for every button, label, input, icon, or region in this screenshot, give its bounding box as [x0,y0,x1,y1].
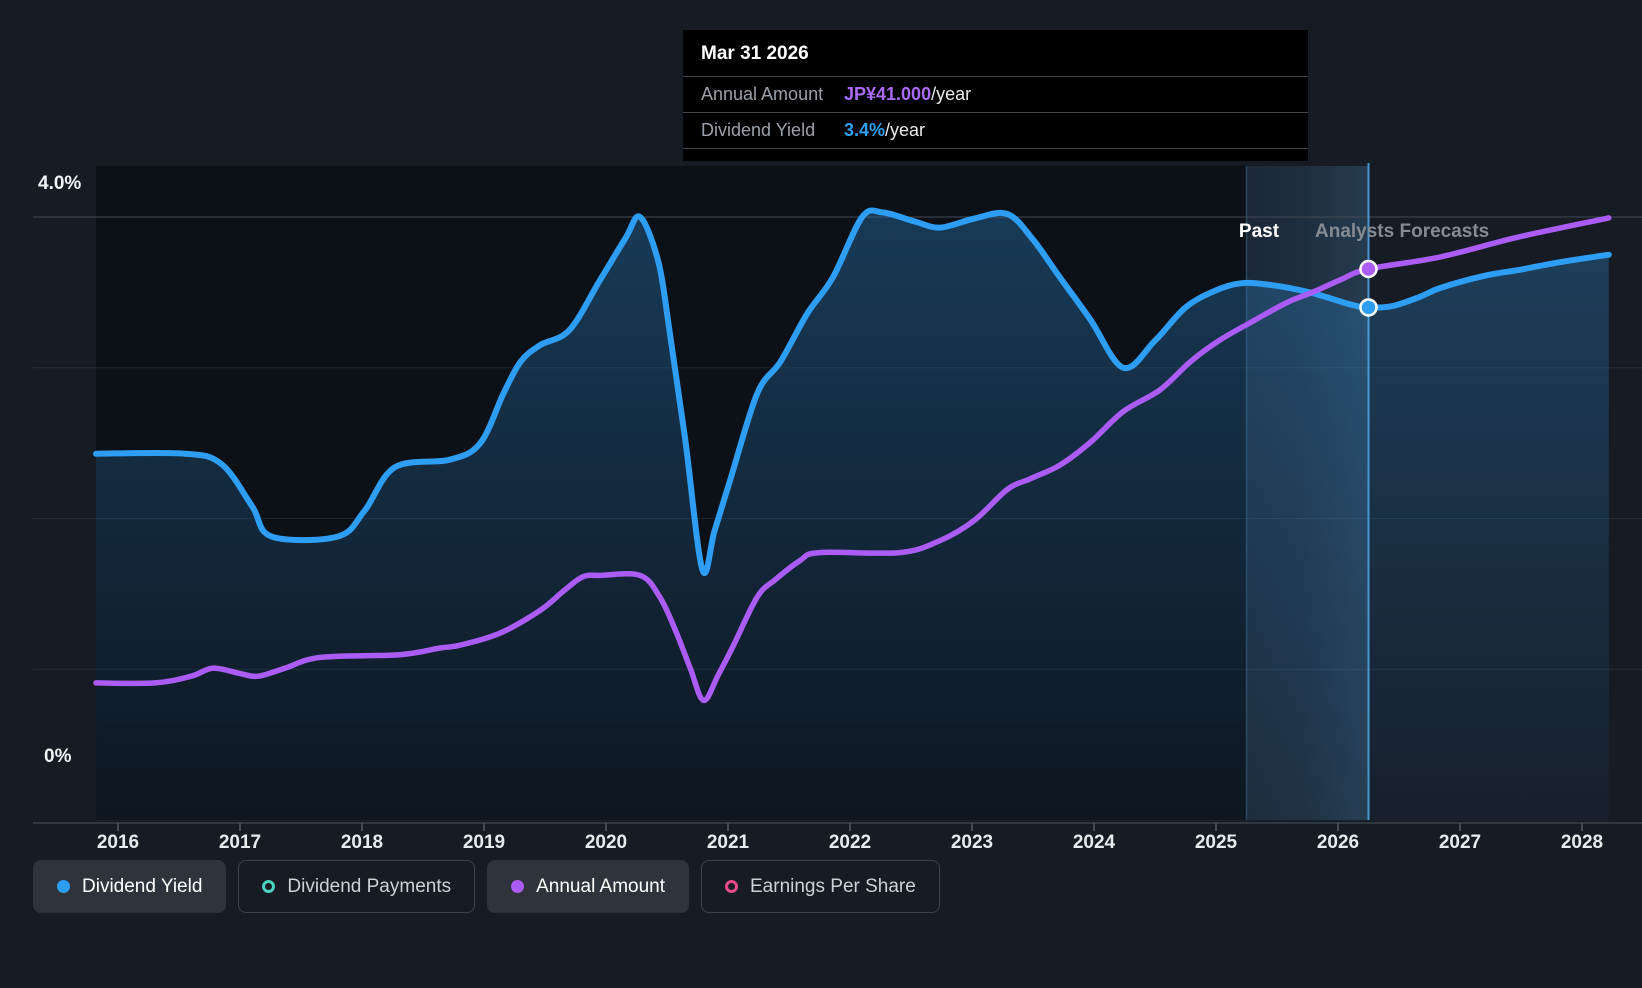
analysts-forecasts-label: Analysts Forecasts [1315,221,1490,242]
legend-item-dividend-yield[interactable]: Dividend Yield [33,860,227,913]
x-axis-label: 2026 [1317,832,1359,853]
legend-item-dividend-payments[interactable]: Dividend Payments [238,860,476,913]
past-label: Past [1238,221,1280,242]
ring-icon [725,880,738,893]
ring-icon [262,880,276,893]
legend-item-label: Dividend Yield [82,875,203,897]
filled-dot-icon [57,880,70,893]
chart-tooltip: Mar 31 2026 Annual Amount JP¥41.000/year… [683,30,1308,161]
y-axis-bottom-label: 0% [44,746,72,767]
legend-item-label: Dividend Payments [287,875,452,897]
annual-amount-line[interactable] [93,215,1612,704]
legend: Dividend Yield Dividend Payments Annual Am… [33,860,940,913]
dividend-yield-line[interactable] [93,207,1612,576]
x-axis-label: 2024 [1073,832,1116,853]
line-layer [93,207,1612,704]
tooltip-date: Mar 31 2026 [683,30,1308,77]
tooltip-row-annual-amount: Annual Amount JP¥41.000/year [683,77,1308,113]
marker-layer [1359,259,1378,317]
legend-item-label: Annual Amount [536,875,665,897]
x-axis-label: 2023 [951,832,993,853]
tooltip-suffix: /year [931,84,972,104]
x-axis-label: 2018 [341,832,383,853]
x-axis-label: 2028 [1561,832,1603,853]
legend-item-label: Earnings Per Share [750,875,916,897]
tooltip-label: Dividend Yield [701,120,816,140]
x-axis-label: 2016 [97,832,139,853]
dividend-yield-area [96,210,1609,822]
area-layer [96,210,1609,822]
tooltip-value: JP¥41.000 [844,84,932,104]
tooltip-label: Annual Amount [701,84,824,104]
tooltip-value: 3.4% [844,120,886,140]
legend-item-earnings-per-share[interactable]: Earnings Per Share [701,860,940,913]
axis-layer: 2016 2017 2018 2019 2020 2021 2022 2023 2024 2025… [33,822,1642,853]
x-axis-label: 2020 [585,832,627,853]
y-axis-top-label: 4.0% [38,173,82,194]
tooltip-row-dividend-yield: Dividend Yield 3.4%/year [683,113,1308,149]
x-axis-label: 2022 [829,832,871,853]
tooltip-suffix: /year [885,120,926,140]
x-axis-label: 2017 [219,832,261,853]
hover-marker-dividend-yield[interactable] [1359,298,1378,317]
legend-item-annual-amount[interactable]: Annual Amount [487,860,689,913]
x-axis-label: 2027 [1439,832,1481,853]
x-axis-label: 2019 [463,832,505,853]
hover-marker-annual-amount[interactable] [1359,259,1378,279]
x-axis-label: 2025 [1195,832,1238,853]
filled-dot-icon [511,880,525,893]
x-axis-label: 2021 [707,832,750,853]
